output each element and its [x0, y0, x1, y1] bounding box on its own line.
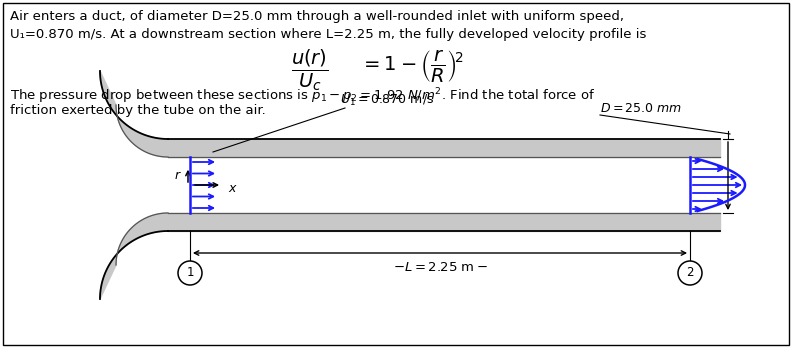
- Circle shape: [678, 261, 702, 285]
- Bar: [168, 213, 720, 231]
- Polygon shape: [100, 213, 168, 299]
- Bar: [168, 139, 720, 157]
- Text: $x$: $x$: [228, 182, 238, 196]
- Text: $-L = 2.25\ \mathrm{m}-$: $-L = 2.25\ \mathrm{m}-$: [393, 261, 488, 274]
- Text: The pressure drop between these sections is $p_1 - p_2 = 1.92\ N/m^2$. Find the : The pressure drop between these sections…: [10, 86, 596, 105]
- Polygon shape: [100, 71, 168, 157]
- Circle shape: [178, 261, 202, 285]
- Text: friction exerted by the tube on the air.: friction exerted by the tube on the air.: [10, 104, 266, 117]
- Text: U₁=0.870 m/s. At a downstream section where L=2.25 m, the fully developed veloci: U₁=0.870 m/s. At a downstream section wh…: [10, 28, 646, 41]
- Text: Air enters a duct, of diameter D=25.0 mm through a well-rounded inlet with unifo: Air enters a duct, of diameter D=25.0 mm…: [10, 10, 624, 23]
- Text: $D = 25.0$ mm: $D = 25.0$ mm: [600, 102, 682, 115]
- Text: 1: 1: [186, 267, 194, 279]
- Text: $U_1 = 0.870\ \mathrm{m/s}$: $U_1 = 0.870\ \mathrm{m/s}$: [340, 93, 434, 108]
- Text: 2: 2: [686, 267, 694, 279]
- Text: $\dfrac{u(r)}{U_c}$: $\dfrac{u(r)}{U_c}$: [291, 48, 329, 93]
- Text: $r$: $r$: [174, 169, 182, 182]
- Text: $= 1 - \left(\dfrac{r}{R}\right)^{\!2}$: $= 1 - \left(\dfrac{r}{R}\right)^{\!2}$: [360, 48, 463, 84]
